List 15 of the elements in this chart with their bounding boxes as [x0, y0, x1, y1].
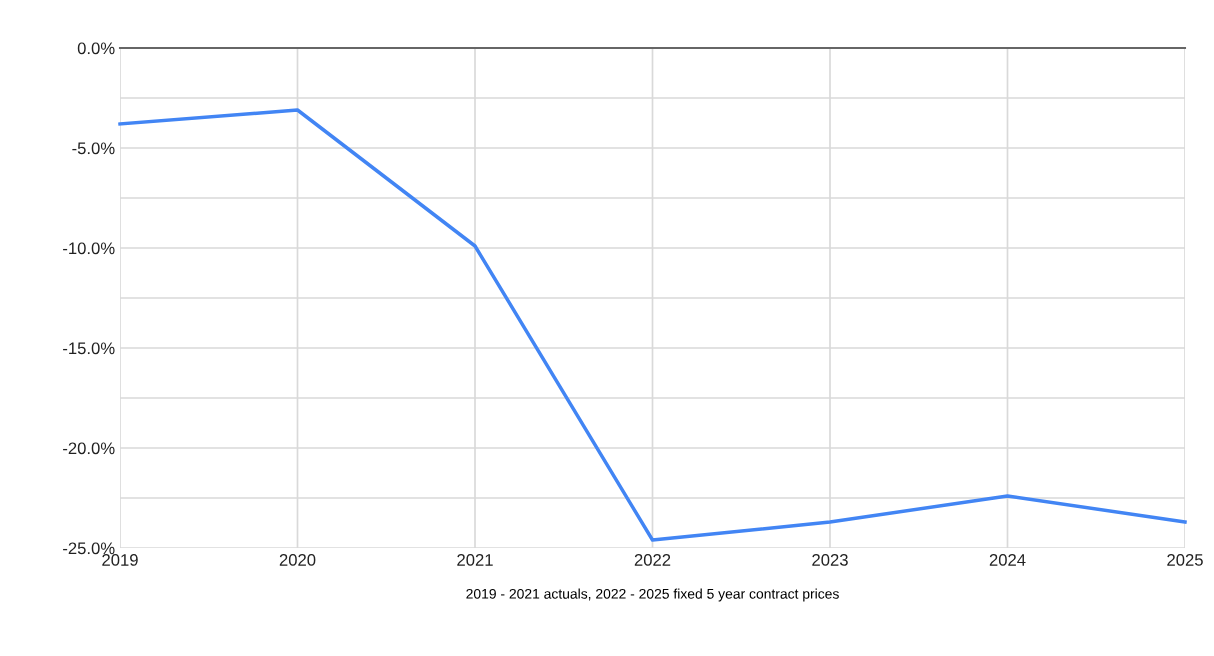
y-tick-label: 0.0% [77, 42, 115, 55]
x-tick-label: 2019 [102, 554, 138, 566]
y-tick-label: -10.0% [63, 242, 115, 255]
y-tick-label: -20.0% [63, 442, 115, 455]
x-tick-label: 2022 [634, 554, 671, 566]
x-tick-label: 2020 [279, 554, 316, 566]
x-tick-label: 2025 [1167, 554, 1203, 566]
y-tick-label: -25.0% [63, 542, 115, 555]
y-tick-label: -5.0% [72, 142, 115, 155]
x-tick-label: 2021 [457, 554, 493, 566]
y-tick-label: -15.0% [63, 342, 115, 355]
line-series [118, 108, 1187, 542]
x-tick-label: 2023 [812, 554, 848, 566]
x-tick-label: 2024 [989, 554, 1026, 566]
x-axis-title: 2019 - 2021 actuals, 2022 - 2025 fixed 5 year contract prices [466, 588, 839, 602]
